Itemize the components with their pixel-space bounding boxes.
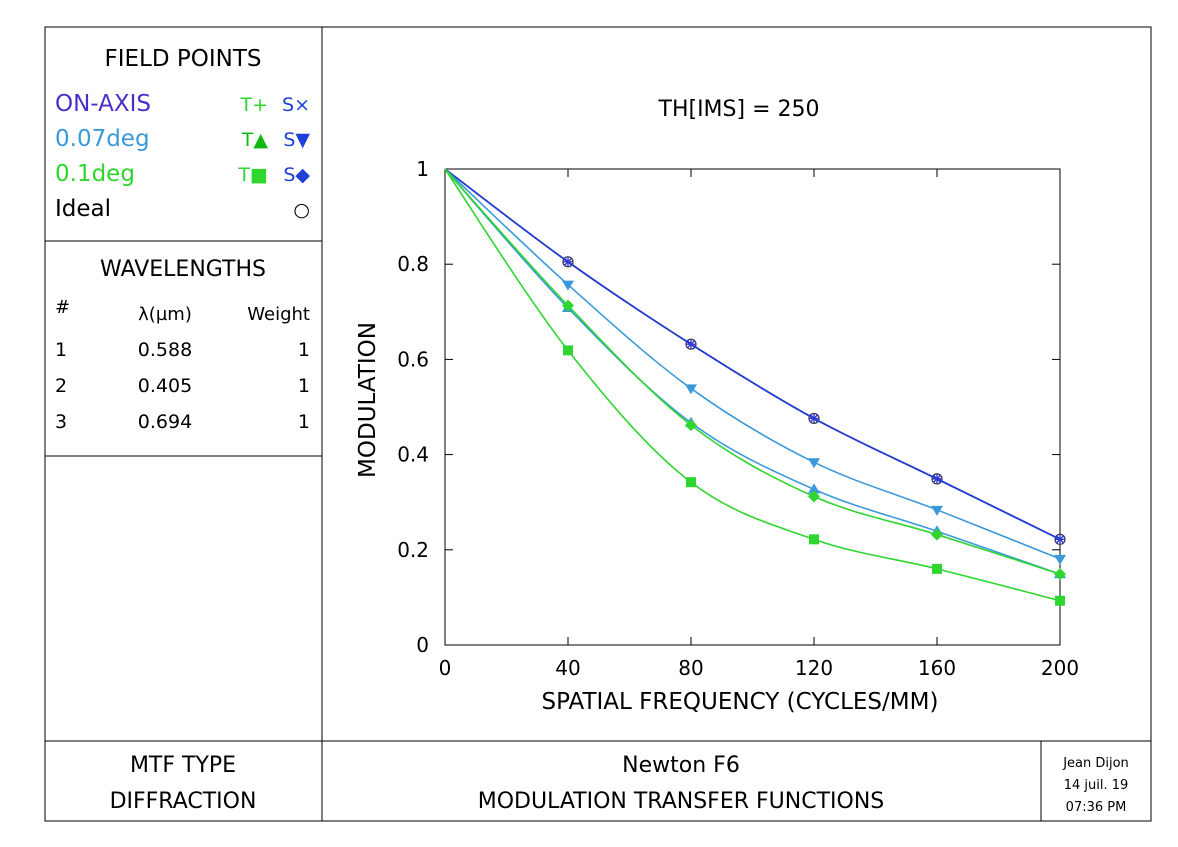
- field-point-name: 0.1deg: [55, 161, 135, 187]
- lens-name: Newton F6: [622, 753, 740, 778]
- series-0-1deg-t: [444, 168, 1065, 606]
- wavelength-value: 0.694: [138, 411, 192, 433]
- chart-title: TH[IMS] = 250: [658, 97, 820, 122]
- series-on-axis-s: [444, 168, 1065, 544]
- field-point-sagittal-symbol: S◆: [283, 164, 310, 186]
- footer-title-box: Newton F6 MODULATION TRANSFER FUNCTIONS: [478, 753, 885, 814]
- field-point-tangential-symbol: T▲: [241, 129, 269, 151]
- wavelengths-title: WAVELENGTHS: [100, 257, 266, 282]
- author-box: Jean Dijon 14 juil. 19 07:36 PM: [1062, 756, 1129, 815]
- data-point-square: [1055, 595, 1065, 606]
- wavelength-index: 3: [55, 411, 67, 433]
- series-line: [444, 168, 1061, 560]
- report-title: MODULATION TRANSFER FUNCTIONS: [478, 789, 885, 814]
- series-0-1deg-s: [444, 168, 1066, 581]
- mtf-type-label: MTF TYPE: [130, 753, 236, 778]
- author-date: 14 juil. 19: [1064, 778, 1129, 793]
- x-tick-label: 40: [555, 656, 580, 680]
- wavelength-value: 0.588: [138, 339, 192, 361]
- wavelength-weight: 1: [298, 339, 310, 361]
- wavelength-index: 2: [55, 375, 67, 397]
- y-tick-label: 0.4: [397, 443, 429, 467]
- field-point-name: ON-AXIS: [55, 91, 151, 117]
- series-line: [444, 168, 1061, 541]
- data-point-triangle-down: [931, 505, 943, 516]
- y-tick-label: 0.6: [397, 347, 429, 371]
- series-0-07deg-s: [444, 168, 1066, 565]
- x-axis-label: SPATIAL FREQUENCY (CYCLES/MM): [542, 689, 939, 715]
- series-line: [444, 168, 1061, 575]
- x-tick-label: 160: [918, 656, 956, 680]
- author-name: Jean Dijon: [1062, 756, 1129, 771]
- data-point-x: [1055, 534, 1065, 544]
- wavelengths-table: WAVELENGTHS # λ(µm) Weight 1 0.588 1 2 0.405…: [55, 257, 310, 433]
- plot-area: [444, 168, 1061, 646]
- wavelength-header-lambda: λ(µm): [138, 304, 192, 325]
- data-point-triangle-down: [1054, 554, 1066, 565]
- field-point-sagittal-symbol: S×: [282, 94, 310, 116]
- field-points-legend: FIELD POINTS ON-AXIS T+ S× 0.07deg T▲ S▼ 0.1de…: [55, 46, 310, 222]
- y-tick-label: 0.2: [397, 538, 429, 562]
- data-point-diamond: [931, 528, 943, 541]
- outer-frame: [44, 26, 1152, 822]
- x-tick-label: 120: [795, 656, 833, 680]
- data-point-triangle-down: [685, 384, 697, 395]
- data-point-x: [563, 257, 573, 267]
- data-point-square: [809, 534, 819, 545]
- data-point-square: [563, 345, 573, 356]
- mtf-type-value: DIFFRACTION: [110, 789, 257, 814]
- data-point-x: [932, 474, 942, 484]
- field-points-title: FIELD POINTS: [105, 46, 262, 72]
- data-point-square: [686, 477, 696, 488]
- wavelength-header-weight: Weight: [247, 304, 310, 325]
- data-point-x: [809, 413, 819, 423]
- data-point-diamond: [1054, 568, 1066, 581]
- wavelength-value: 0.405: [138, 375, 192, 397]
- data-point-square: [932, 563, 942, 574]
- wavelength-index: 1: [55, 339, 67, 361]
- data-point-triangle-up: [808, 483, 820, 494]
- data-point-triangle-down: [808, 458, 820, 469]
- wavelength-header-index: #: [55, 297, 70, 318]
- series-0-07deg-t: [444, 168, 1066, 579]
- wavelength-weight: 1: [298, 375, 310, 397]
- wavelength-weight: 1: [298, 411, 310, 433]
- mtf-type-box: MTF TYPE DIFFRACTION: [110, 753, 257, 814]
- field-point-sagittal-symbol: S▼: [283, 129, 310, 151]
- series-line: [444, 168, 1061, 575]
- series-ideal: [444, 168, 1066, 545]
- field-point-sagittal-symbol: ○: [293, 199, 310, 221]
- data-point-triangle-down: [562, 280, 574, 291]
- series-line: [444, 168, 1061, 602]
- field-point-name: Ideal: [55, 196, 111, 222]
- y-tick-label: 1: [416, 157, 429, 181]
- author-time: 07:36 PM: [1066, 800, 1127, 815]
- x-tick-label: 200: [1041, 656, 1079, 680]
- data-point-x: [686, 339, 696, 349]
- series-on-axis-t: [444, 168, 1065, 545]
- y-axis-label: MODULATION: [355, 322, 381, 478]
- data-point-diamond: [808, 490, 820, 503]
- series-line: [444, 168, 1061, 541]
- field-point-tangential-symbol: T+: [239, 94, 268, 116]
- mtf-chart: TH[IMS] = 250 SPATIAL FREQUENCY (CYCLES/…: [355, 97, 1079, 715]
- x-tick-label: 80: [678, 656, 703, 680]
- series-line: [444, 168, 1061, 541]
- y-tick-label: 0.8: [397, 252, 429, 276]
- data-point-diamond: [685, 419, 697, 432]
- data-point-diamond: [562, 299, 574, 312]
- field-point-name: 0.07deg: [55, 126, 150, 152]
- y-tick-label: 0: [416, 633, 429, 657]
- x-tick-label: 0: [439, 656, 452, 680]
- field-point-tangential-symbol: T■: [237, 164, 268, 186]
